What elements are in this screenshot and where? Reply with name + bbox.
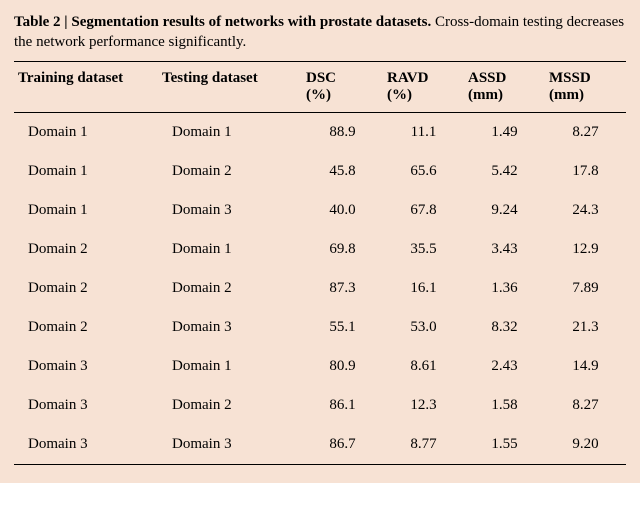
cell-dsc: 80.9 <box>302 347 383 386</box>
cell-mssd: 8.27 <box>545 386 626 425</box>
cell-assd: 3.43 <box>464 230 545 269</box>
cell-ravd: 35.5 <box>383 230 464 269</box>
cell-test: Domain 1 <box>158 112 302 152</box>
cell-assd: 5.42 <box>464 152 545 191</box>
cell-mssd: 17.8 <box>545 152 626 191</box>
cell-dsc: 45.8 <box>302 152 383 191</box>
cell-dsc: 55.1 <box>302 308 383 347</box>
table-header: Training dataset Testing dataset DSC RAV… <box>14 61 626 112</box>
cell-dsc: 86.7 <box>302 425 383 465</box>
table-row: Domain 2Domain 169.835.53.4312.9 <box>14 230 626 269</box>
cell-dsc: 86.1 <box>302 386 383 425</box>
table-row: Domain 1Domain 340.067.89.2424.3 <box>14 191 626 230</box>
table-row: Domain 1Domain 188.911.11.498.27 <box>14 112 626 152</box>
cell-test: Domain 1 <box>158 230 302 269</box>
cell-ravd: 53.0 <box>383 308 464 347</box>
table-row: Domain 3Domain 286.112.31.588.27 <box>14 386 626 425</box>
table-row: Domain 2Domain 355.153.08.3221.3 <box>14 308 626 347</box>
cell-train: Domain 2 <box>14 269 158 308</box>
cell-mssd: 7.89 <box>545 269 626 308</box>
col-header-test: Testing dataset <box>158 61 302 87</box>
cell-mssd: 12.9 <box>545 230 626 269</box>
col-unit-mssd: (mm) <box>545 87 626 113</box>
cell-test: Domain 2 <box>158 386 302 425</box>
cell-train: Domain 1 <box>14 191 158 230</box>
table-row: Domain 2Domain 287.316.11.367.89 <box>14 269 626 308</box>
cell-dsc: 40.0 <box>302 191 383 230</box>
cell-ravd: 65.6 <box>383 152 464 191</box>
cell-dsc: 88.9 <box>302 112 383 152</box>
cell-assd: 1.36 <box>464 269 545 308</box>
table-body: Domain 1Domain 188.911.11.498.27Domain 1… <box>14 112 626 464</box>
cell-mssd: 14.9 <box>545 347 626 386</box>
col-header-train: Training dataset <box>14 61 158 87</box>
cell-assd: 2.43 <box>464 347 545 386</box>
cell-ravd: 8.61 <box>383 347 464 386</box>
cell-ravd: 16.1 <box>383 269 464 308</box>
cell-dsc: 69.8 <box>302 230 383 269</box>
caption-lead: Table 2 | Segmentation results of networ… <box>14 14 431 30</box>
cell-mssd: 8.27 <box>545 112 626 152</box>
cell-test: Domain 1 <box>158 347 302 386</box>
col-header-assd: ASSD <box>464 61 545 87</box>
cell-dsc: 87.3 <box>302 269 383 308</box>
cell-assd: 1.58 <box>464 386 545 425</box>
cell-train: Domain 2 <box>14 230 158 269</box>
col-unit-ravd: (%) <box>383 87 464 113</box>
cell-test: Domain 3 <box>158 425 302 465</box>
cell-test: Domain 2 <box>158 269 302 308</box>
col-header-mssd: MSSD <box>545 61 626 87</box>
cell-train: Domain 2 <box>14 308 158 347</box>
col-unit-assd: (mm) <box>464 87 545 113</box>
cell-mssd: 24.3 <box>545 191 626 230</box>
table-container: Table 2 | Segmentation results of networ… <box>0 0 640 483</box>
cell-test: Domain 3 <box>158 308 302 347</box>
cell-assd: 8.32 <box>464 308 545 347</box>
col-unit-test <box>158 87 302 113</box>
table-row: Domain 3Domain 180.98.612.4314.9 <box>14 347 626 386</box>
table-row: Domain 1Domain 245.865.65.4217.8 <box>14 152 626 191</box>
cell-assd: 1.49 <box>464 112 545 152</box>
cell-mssd: 9.20 <box>545 425 626 465</box>
table-caption: Table 2 | Segmentation results of networ… <box>14 12 626 53</box>
cell-train: Domain 3 <box>14 386 158 425</box>
cell-ravd: 12.3 <box>383 386 464 425</box>
cell-ravd: 8.77 <box>383 425 464 465</box>
cell-train: Domain 1 <box>14 152 158 191</box>
cell-assd: 9.24 <box>464 191 545 230</box>
cell-ravd: 11.1 <box>383 112 464 152</box>
col-unit-dsc: (%) <box>302 87 383 113</box>
cell-train: Domain 1 <box>14 112 158 152</box>
cell-train: Domain 3 <box>14 425 158 465</box>
col-header-dsc: DSC <box>302 61 383 87</box>
cell-train: Domain 3 <box>14 347 158 386</box>
cell-assd: 1.55 <box>464 425 545 465</box>
results-table: Training dataset Testing dataset DSC RAV… <box>14 61 626 465</box>
table-row: Domain 3Domain 386.78.771.559.20 <box>14 425 626 465</box>
col-header-ravd: RAVD <box>383 61 464 87</box>
cell-test: Domain 3 <box>158 191 302 230</box>
cell-test: Domain 2 <box>158 152 302 191</box>
cell-mssd: 21.3 <box>545 308 626 347</box>
cell-ravd: 67.8 <box>383 191 464 230</box>
col-unit-train <box>14 87 158 113</box>
